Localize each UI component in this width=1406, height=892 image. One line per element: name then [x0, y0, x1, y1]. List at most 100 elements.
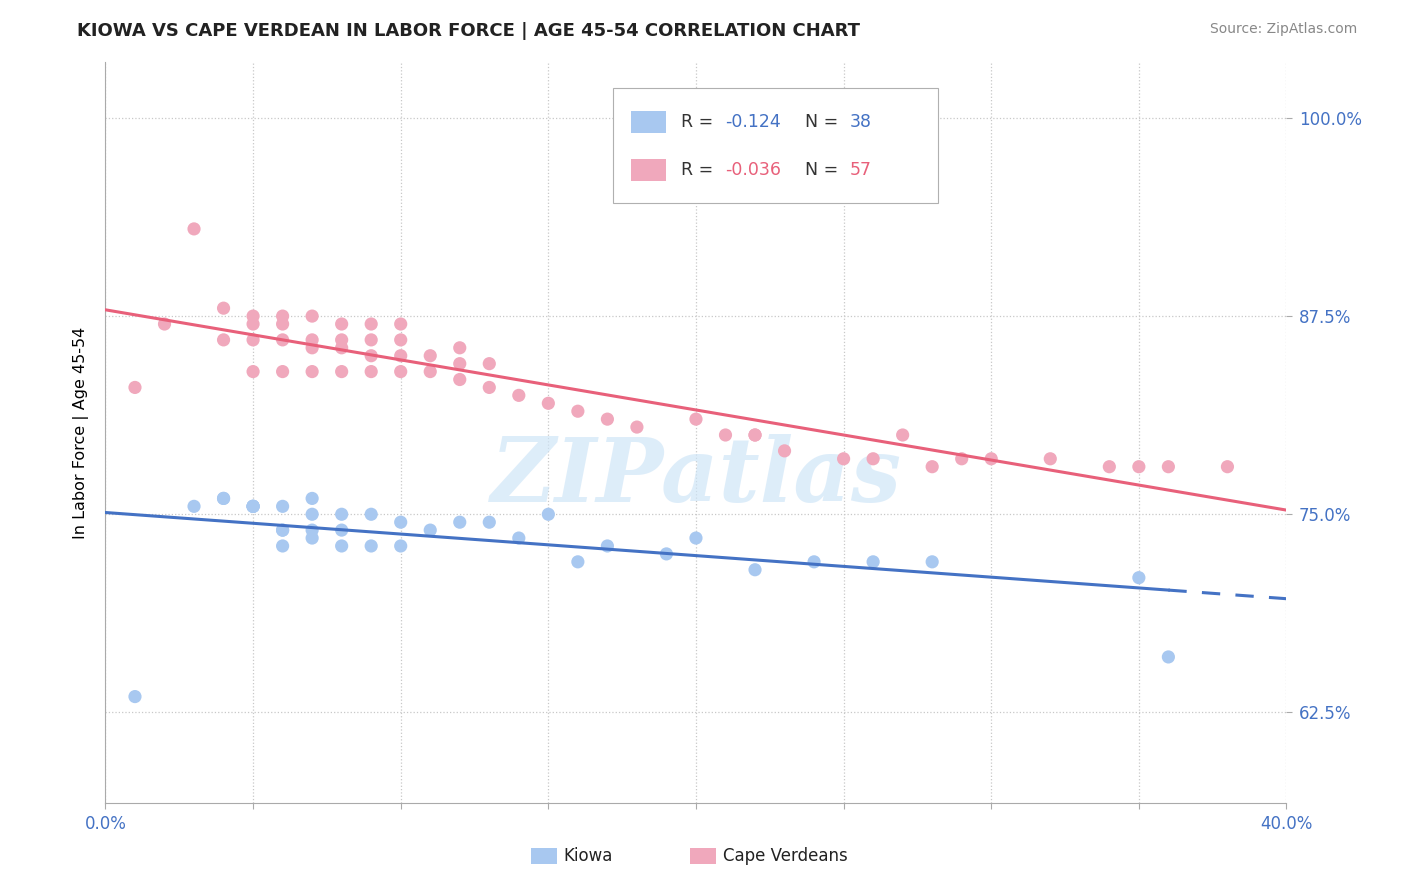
- Point: [360, 349, 382, 363]
- FancyBboxPatch shape: [613, 88, 938, 203]
- Point: [567, 404, 589, 418]
- Text: 38: 38: [849, 112, 872, 130]
- Point: [921, 555, 943, 569]
- Point: [419, 349, 441, 363]
- Point: [655, 547, 678, 561]
- Point: [330, 508, 353, 522]
- FancyBboxPatch shape: [631, 111, 666, 133]
- Point: [242, 309, 264, 323]
- Point: [330, 317, 353, 331]
- Text: R =: R =: [681, 161, 718, 178]
- Point: [330, 365, 353, 379]
- Point: [301, 523, 323, 537]
- Point: [537, 508, 560, 522]
- Point: [1157, 649, 1180, 664]
- Point: [212, 301, 235, 315]
- Point: [537, 396, 560, 410]
- Point: [744, 563, 766, 577]
- Point: [330, 523, 353, 537]
- Point: [330, 333, 353, 347]
- Point: [803, 555, 825, 569]
- Point: [301, 309, 323, 323]
- Point: [626, 420, 648, 434]
- Point: [330, 539, 353, 553]
- Point: [301, 531, 323, 545]
- Point: [124, 690, 146, 704]
- Point: [183, 500, 205, 514]
- Point: [744, 428, 766, 442]
- Point: [242, 500, 264, 514]
- Point: [271, 500, 294, 514]
- Point: [389, 515, 412, 529]
- Point: [744, 428, 766, 442]
- FancyBboxPatch shape: [530, 848, 557, 864]
- Point: [212, 333, 235, 347]
- Point: [508, 388, 530, 402]
- Point: [271, 309, 294, 323]
- Point: [389, 317, 412, 331]
- Point: [389, 349, 412, 363]
- Point: [862, 555, 884, 569]
- Point: [124, 380, 146, 394]
- Point: [1157, 459, 1180, 474]
- Point: [389, 333, 412, 347]
- Point: [330, 341, 353, 355]
- Point: [596, 539, 619, 553]
- Point: [449, 515, 471, 529]
- Point: [183, 222, 205, 236]
- Text: N =: N =: [804, 112, 844, 130]
- Text: Kiowa: Kiowa: [564, 847, 613, 865]
- Text: -0.124: -0.124: [725, 112, 782, 130]
- Point: [271, 333, 294, 347]
- Point: [567, 555, 589, 569]
- Point: [685, 531, 707, 545]
- Point: [449, 357, 471, 371]
- Point: [242, 500, 264, 514]
- Text: -0.036: -0.036: [725, 161, 782, 178]
- Point: [1128, 459, 1150, 474]
- Point: [685, 412, 707, 426]
- Point: [832, 451, 855, 466]
- Point: [301, 341, 323, 355]
- Point: [950, 451, 973, 466]
- Point: [271, 365, 294, 379]
- Point: [242, 317, 264, 331]
- Y-axis label: In Labor Force | Age 45-54: In Labor Force | Age 45-54: [73, 326, 89, 539]
- FancyBboxPatch shape: [690, 848, 716, 864]
- Point: [360, 539, 382, 553]
- Point: [478, 380, 501, 394]
- Point: [1128, 571, 1150, 585]
- Text: R =: R =: [681, 112, 718, 130]
- Point: [301, 365, 323, 379]
- Point: [271, 523, 294, 537]
- Point: [508, 531, 530, 545]
- Text: ZIPatlas: ZIPatlas: [491, 434, 901, 520]
- FancyBboxPatch shape: [631, 159, 666, 181]
- Point: [301, 491, 323, 506]
- Point: [389, 539, 412, 553]
- Point: [242, 500, 264, 514]
- Text: N =: N =: [804, 161, 844, 178]
- Point: [242, 333, 264, 347]
- Text: 57: 57: [849, 161, 872, 178]
- Point: [449, 372, 471, 386]
- Point: [360, 317, 382, 331]
- Point: [271, 523, 294, 537]
- Point: [271, 539, 294, 553]
- Point: [419, 365, 441, 379]
- Point: [980, 451, 1002, 466]
- Point: [478, 357, 501, 371]
- Point: [212, 491, 235, 506]
- Point: [271, 317, 294, 331]
- Point: [1098, 459, 1121, 474]
- Point: [360, 365, 382, 379]
- Point: [360, 333, 382, 347]
- Point: [242, 365, 264, 379]
- Point: [478, 515, 501, 529]
- Point: [389, 365, 412, 379]
- Point: [301, 508, 323, 522]
- Point: [1039, 451, 1062, 466]
- Point: [242, 500, 264, 514]
- Point: [360, 508, 382, 522]
- Point: [714, 428, 737, 442]
